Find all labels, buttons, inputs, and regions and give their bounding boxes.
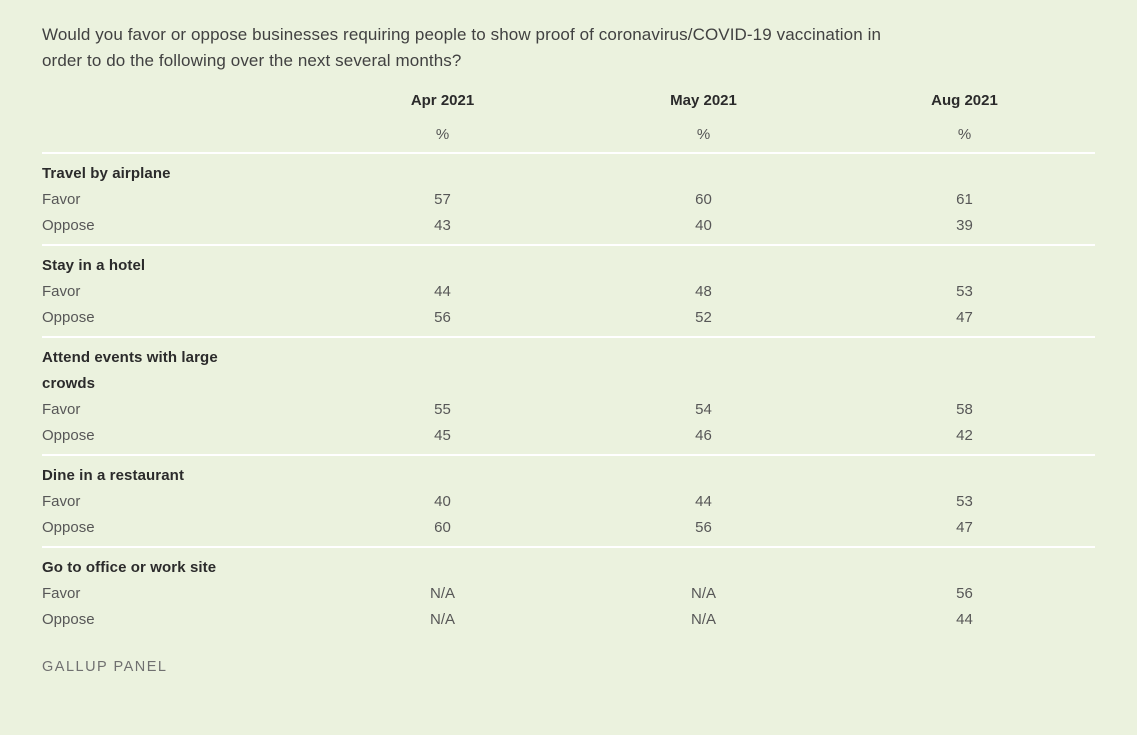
value-cell: 55 xyxy=(434,401,451,418)
value-cell: 57 xyxy=(434,191,451,208)
column-header-aug-2021: Aug 2021 xyxy=(931,92,998,109)
value-cell: 56 xyxy=(956,585,973,602)
table-row: Oppose 43 40 39 xyxy=(42,213,1095,239)
row-label-oppose: Oppose xyxy=(42,309,95,326)
divider-line xyxy=(42,546,1095,548)
table-row: Oppose N/A N/A 44 xyxy=(42,607,1095,633)
category-label: Go to office or work site xyxy=(42,559,217,576)
value-cell: N/A xyxy=(429,585,455,602)
row-label-oppose: Oppose xyxy=(42,519,95,536)
column-header-row: Apr 2021 May 2021 Aug 2021 xyxy=(42,92,1095,114)
value-cell: 60 xyxy=(434,519,451,536)
table-row: Favor 40 44 53 xyxy=(42,489,1095,515)
divider-line xyxy=(42,454,1095,456)
value-cell: N/A xyxy=(429,611,455,628)
value-cell: 46 xyxy=(695,427,712,444)
source-label: GALLUP PANEL xyxy=(42,659,168,675)
category-row: Attend events with large crowds xyxy=(42,345,1095,397)
row-label-oppose: Oppose xyxy=(42,217,95,234)
value-cell: 56 xyxy=(695,519,712,536)
table-row: Favor 57 60 61 xyxy=(42,187,1095,213)
value-cell: 44 xyxy=(956,611,973,628)
value-cell: 44 xyxy=(695,493,712,510)
table-group-travel-by-airplane: Travel by airplane Favor 57 60 61 Oppose… xyxy=(42,154,1095,246)
value-cell: 47 xyxy=(956,309,973,326)
category-row: Travel by airplane xyxy=(42,161,1095,187)
row-label-oppose: Oppose xyxy=(42,611,95,628)
category-label: Attend events with large crowds xyxy=(42,349,218,392)
row-label-favor: Favor xyxy=(42,585,81,602)
table-row: Favor N/A N/A 56 xyxy=(42,581,1095,607)
table-row: Favor 55 54 58 xyxy=(42,397,1095,423)
value-cell: 48 xyxy=(695,283,712,300)
divider-line xyxy=(42,244,1095,246)
category-row: Dine in a restaurant xyxy=(42,463,1095,489)
gallup-poll-page: Would you favor or oppose businesses req… xyxy=(42,25,1095,675)
value-cell: 44 xyxy=(434,283,451,300)
table-row: Favor 44 48 53 xyxy=(42,279,1095,305)
column-header-may-2021: May 2021 xyxy=(670,92,737,109)
value-cell: N/A xyxy=(690,611,716,628)
table-row: Oppose 56 52 47 xyxy=(42,305,1095,331)
value-cell: 56 xyxy=(434,309,451,326)
value-cell: 52 xyxy=(695,309,712,326)
column-header-apr-2021: Apr 2021 xyxy=(410,92,475,109)
value-cell: 53 xyxy=(956,283,973,300)
table-group-stay-in-a-hotel: Stay in a hotel Favor 44 48 53 Oppose 56… xyxy=(42,246,1095,338)
row-label-oppose: Oppose xyxy=(42,427,95,444)
divider-line xyxy=(42,336,1095,338)
value-cell: 61 xyxy=(956,191,973,208)
category-row: Stay in a hotel xyxy=(42,253,1095,279)
value-cell: 58 xyxy=(956,401,973,418)
category-label: Travel by airplane xyxy=(42,165,171,182)
value-cell: 54 xyxy=(695,401,712,418)
value-cell: 42 xyxy=(956,427,973,444)
unit-percent: % xyxy=(696,126,711,143)
value-cell: 43 xyxy=(434,217,451,234)
category-label: Stay in a hotel xyxy=(42,257,146,274)
category-label: Dine in a restaurant xyxy=(42,467,185,484)
table-row: Oppose 45 46 42 xyxy=(42,423,1095,449)
row-label-favor: Favor xyxy=(42,191,81,208)
row-label-favor: Favor xyxy=(42,493,81,510)
value-cell: 60 xyxy=(695,191,712,208)
value-cell: 53 xyxy=(956,493,973,510)
category-row: Go to office or work site xyxy=(42,555,1095,581)
divider-line xyxy=(42,152,1095,154)
value-cell: 45 xyxy=(434,427,451,444)
unit-row: % % % xyxy=(42,126,1095,146)
unit-percent: % xyxy=(435,126,450,143)
value-cell: 40 xyxy=(695,217,712,234)
table-row: Oppose 60 56 47 xyxy=(42,515,1095,541)
table-group-go-to-office-or-work-site: Go to office or work site Favor N/A N/A … xyxy=(42,548,1095,633)
value-cell: N/A xyxy=(690,585,716,602)
value-cell: 39 xyxy=(956,217,973,234)
page-title: Would you favor or oppose businesses req… xyxy=(42,25,882,70)
value-cell: 40 xyxy=(434,493,451,510)
row-label-favor: Favor xyxy=(42,283,81,300)
row-label-favor: Favor xyxy=(42,401,81,418)
unit-percent: % xyxy=(957,126,972,143)
table-group-dine-in-a-restaurant: Dine in a restaurant Favor 40 44 53 Oppo… xyxy=(42,456,1095,548)
table-group-attend-events-with-large-crowds: Attend events with large crowds Favor 55… xyxy=(42,338,1095,456)
poll-table: Apr 2021 May 2021 Aug 2021 % % % Travel … xyxy=(42,92,1095,633)
value-cell: 47 xyxy=(956,519,973,536)
